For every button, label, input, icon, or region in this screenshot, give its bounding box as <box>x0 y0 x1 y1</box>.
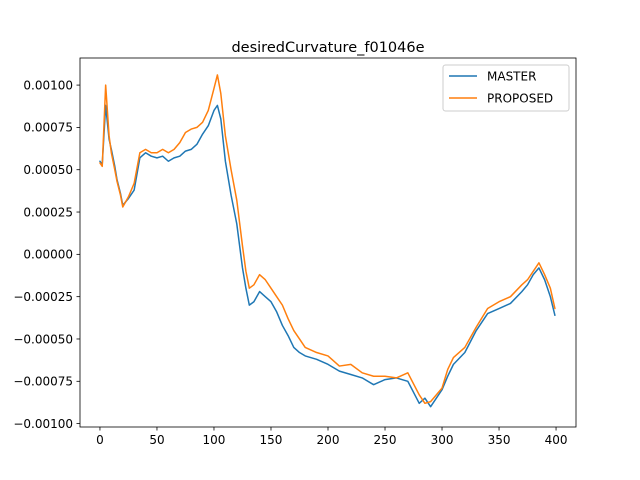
series-line-proposed <box>99 74 556 405</box>
y-tick-label: 0.00000 <box>23 248 73 262</box>
x-tick-label: 50 <box>149 433 164 447</box>
x-tick-label: 350 <box>488 433 511 447</box>
x-tick-label: 150 <box>260 433 283 447</box>
x-tick-label: 300 <box>431 433 454 447</box>
chart-title: desiredCurvature_f01046e <box>231 40 424 56</box>
plot-area <box>99 74 556 408</box>
y-tick-label: −0.00075 <box>13 375 73 389</box>
legend-label-master: MASTER <box>487 69 536 83</box>
x-tick-label: 0 <box>96 433 104 447</box>
series-line-master <box>99 104 556 408</box>
legend: MASTER PROPOSED <box>442 64 570 112</box>
axes: 0 50 100 150 200 250 300 350 400 −0.00100 −0.00075… <box>13 57 577 447</box>
x-tick-label: 400 <box>545 433 568 447</box>
y-tick-label: −0.00025 <box>13 290 73 304</box>
y-tick-label: −0.00100 <box>13 417 73 431</box>
y-tick-label: −0.00050 <box>13 332 73 346</box>
x-tick-label: 200 <box>317 433 340 447</box>
y-tick-label: 0.00100 <box>23 78 73 92</box>
legend-label-proposed: PROPOSED <box>487 91 553 105</box>
y-tick-label: 0.00025 <box>23 205 73 219</box>
x-tick-label: 250 <box>374 433 397 447</box>
y-tick-label: 0.00050 <box>23 163 73 177</box>
y-tick-label: 0.00075 <box>23 121 73 135</box>
x-tick-label: 100 <box>203 433 226 447</box>
